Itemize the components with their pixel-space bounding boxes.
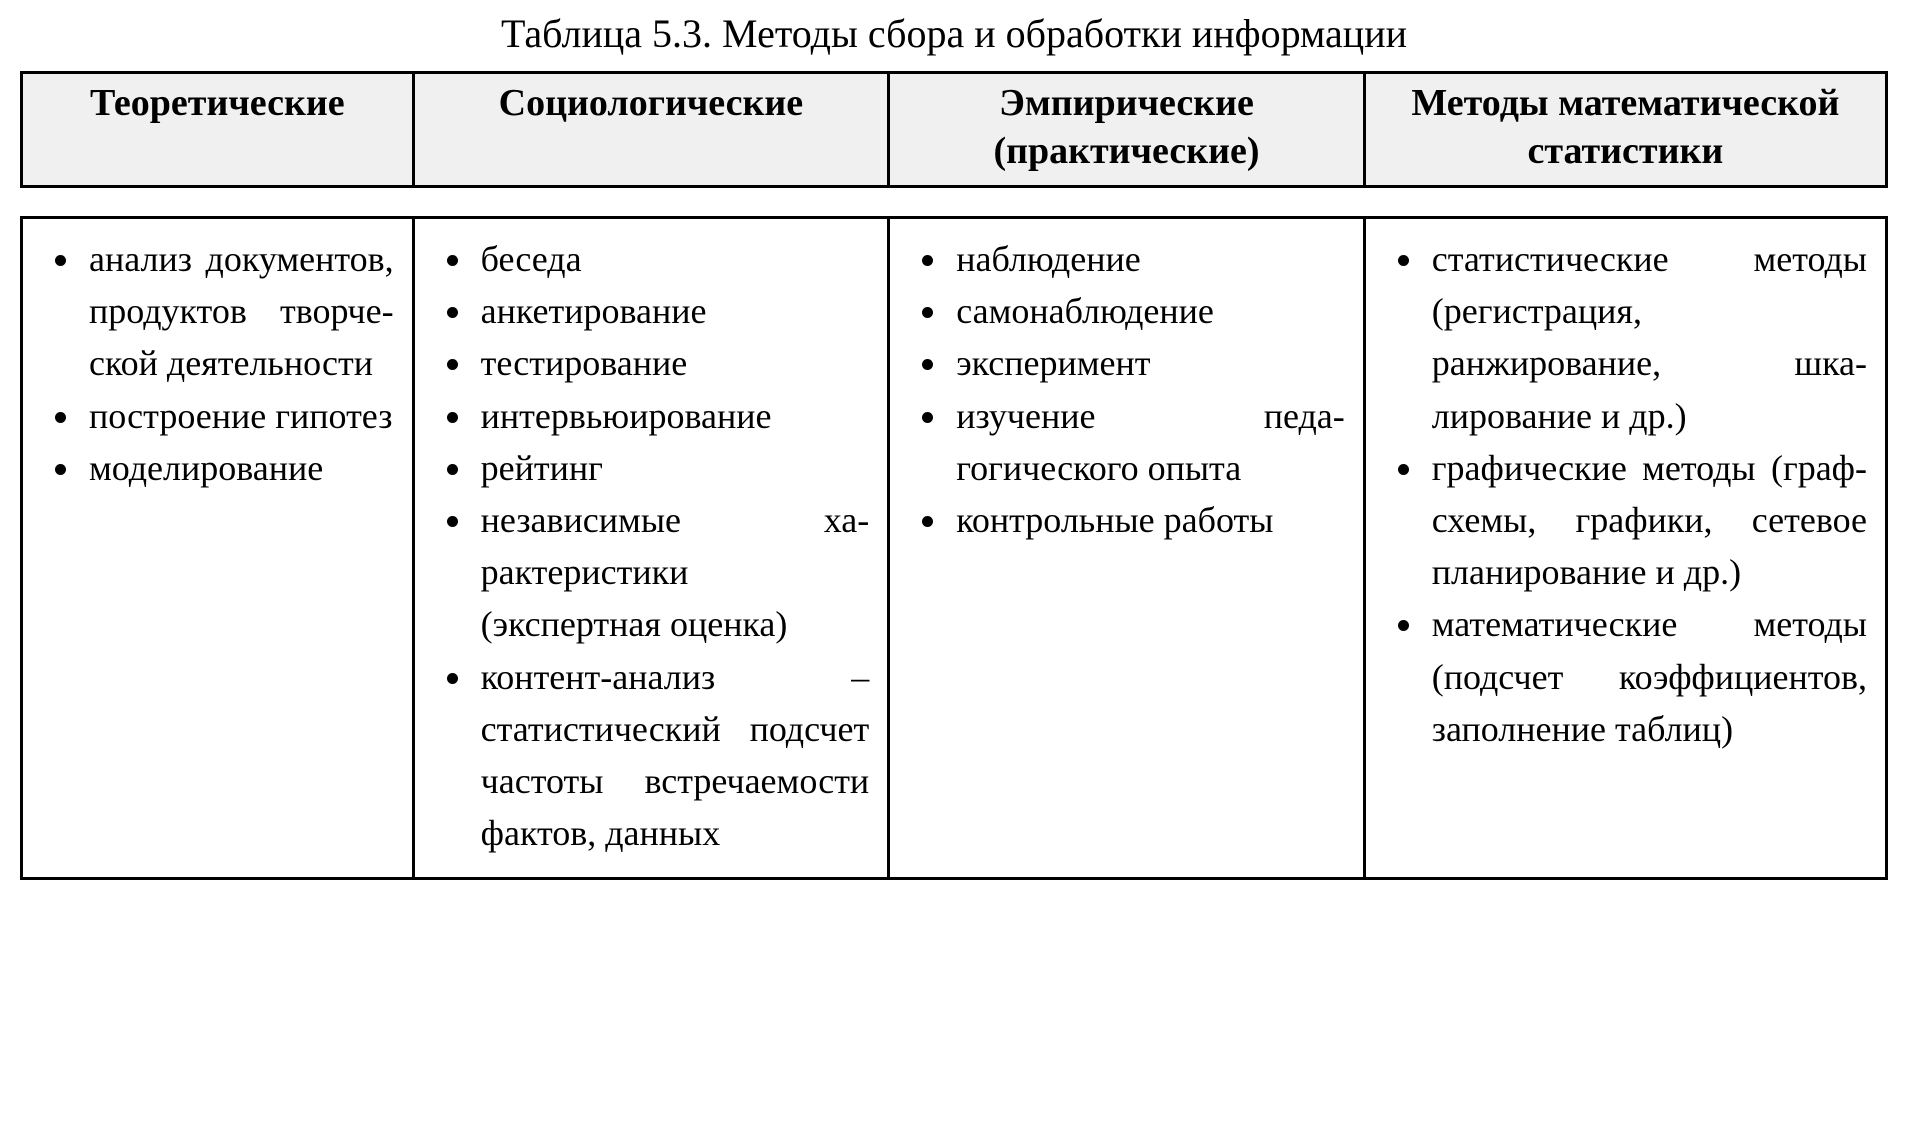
list-item: беседа bbox=[475, 233, 870, 285]
list-item: моделирова­ние bbox=[83, 442, 394, 494]
col-header-empirical: Эмпирические (практические) bbox=[889, 73, 1365, 187]
list-item: рейтинг bbox=[475, 442, 870, 494]
list-item: контент-анализ – статистический подсчет … bbox=[475, 651, 870, 860]
body-row: анализ доку­ментов, про­дуктов творче­ск… bbox=[22, 218, 1887, 879]
list-empirical: наблюдение самонаблюде­ние эксперимент и… bbox=[908, 233, 1345, 546]
list-item: самонаблюде­ние bbox=[950, 285, 1345, 337]
list-item: статистические ме­тоды (регистрация, ран… bbox=[1426, 233, 1867, 442]
header-table: Теоретические Социологические Эмпирическ… bbox=[20, 71, 1888, 188]
list-item: наблюдение bbox=[950, 233, 1345, 285]
list-item: графические методы (граф-схемы, гра­фики… bbox=[1426, 442, 1867, 599]
list-item: анкетирование bbox=[475, 285, 870, 337]
header-row: Теоретические Социологические Эмпирическ… bbox=[22, 73, 1887, 187]
page: Таблица 5.3. Методы сбора и обработки ин… bbox=[0, 0, 1908, 900]
cell-empirical: наблюдение самонаблюде­ние эксперимент и… bbox=[889, 218, 1365, 879]
list-item: контрольные ра­боты bbox=[950, 494, 1345, 546]
col-header-theoretical: Теоретические bbox=[22, 73, 414, 187]
cell-sociological: беседа анкетирование тестирование интерв… bbox=[413, 218, 889, 879]
list-math-stats: статистические ме­тоды (регистрация, ран… bbox=[1384, 233, 1867, 755]
cell-theoretical: анализ доку­ментов, про­дуктов творче­ск… bbox=[22, 218, 414, 879]
table-title: Таблица 5.3. Методы сбора и обработки ин… bbox=[20, 10, 1888, 57]
list-item: тестирование bbox=[475, 337, 870, 389]
cell-math-stats: статистические ме­тоды (регистрация, ран… bbox=[1364, 218, 1886, 879]
list-theoretical: анализ доку­ментов, про­дуктов творче­ск… bbox=[41, 233, 394, 494]
body-table: анализ доку­ментов, про­дуктов творче­ск… bbox=[20, 216, 1888, 880]
list-item: математические ме­тоды (подсчет коэф­фиц… bbox=[1426, 598, 1867, 755]
list-item: построение ги­потез bbox=[83, 390, 394, 442]
list-item: изучение педа­гогического опыта bbox=[950, 390, 1345, 494]
list-item: анализ доку­ментов, про­дуктов творче­ск… bbox=[83, 233, 394, 390]
list-item: эксперимент bbox=[950, 337, 1345, 389]
list-item: интервьюирова­ние bbox=[475, 390, 870, 442]
list-item: независимые ха­рактеристики (экспертная … bbox=[475, 494, 870, 651]
col-header-math-stats: Методы математиче­ской статистики bbox=[1364, 73, 1886, 187]
list-sociological: беседа анкетирование тестирование интерв… bbox=[433, 233, 870, 859]
col-header-sociological: Социологические bbox=[413, 73, 889, 187]
